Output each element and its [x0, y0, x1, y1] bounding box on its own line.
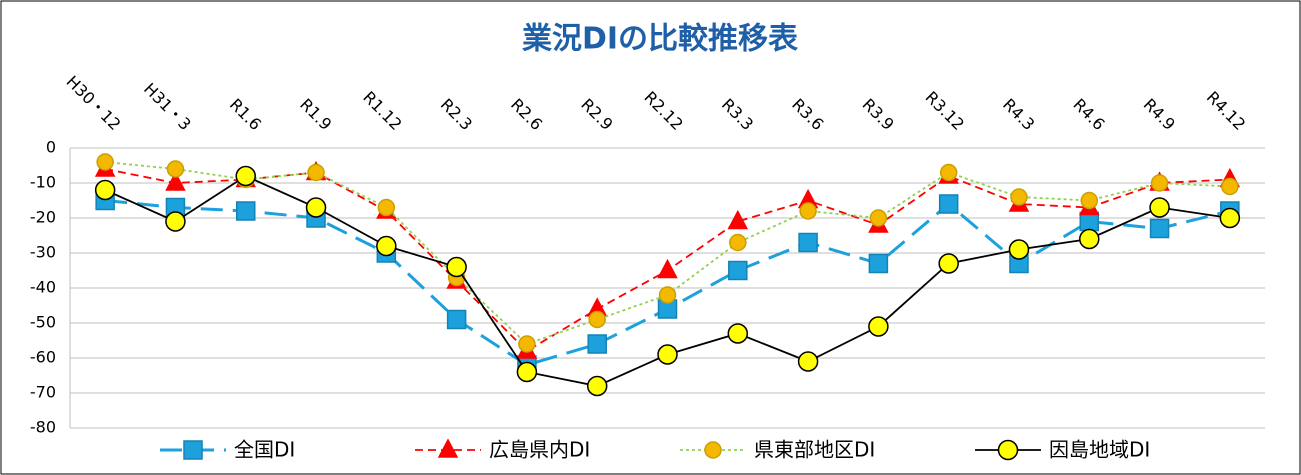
y-tick-label: -40 — [30, 278, 56, 297]
y-tick-label: -80 — [30, 418, 56, 437]
legend-label: 県東部地区DI — [754, 438, 875, 462]
marker — [1149, 218, 1170, 239]
marker — [799, 202, 817, 220]
series-line — [105, 161, 1230, 346]
y-tick-label: -30 — [30, 243, 56, 262]
marker — [307, 163, 325, 182]
marker — [376, 235, 397, 257]
marker — [1150, 174, 1169, 192]
marker — [235, 201, 256, 221]
marker — [446, 256, 467, 278]
marker — [1149, 197, 1170, 218]
y-tick-label: -50 — [30, 313, 56, 332]
legend-label: 広島県内DI — [489, 438, 590, 462]
marker — [446, 309, 467, 330]
legend-marker — [183, 440, 203, 460]
marker — [869, 209, 888, 227]
marker — [938, 253, 959, 274]
legend-label: 全国DI — [234, 438, 295, 462]
marker — [1010, 188, 1028, 206]
marker — [938, 194, 959, 214]
marker — [94, 179, 116, 201]
marker — [235, 165, 256, 187]
chart-title: 業況DIの比較推移表 — [522, 22, 798, 57]
marker — [939, 163, 958, 182]
legend-label: 因島地域DI — [1049, 438, 1150, 462]
series — [94, 165, 1241, 397]
marker — [727, 323, 749, 344]
marker — [165, 211, 186, 232]
marker — [868, 253, 889, 274]
marker — [588, 310, 606, 329]
marker — [1219, 207, 1241, 229]
legend-marker — [704, 441, 722, 459]
marker — [727, 209, 749, 230]
legend-marker — [437, 438, 459, 458]
marker — [305, 197, 327, 218]
marker — [658, 286, 677, 304]
series — [96, 153, 1239, 353]
marker — [1079, 228, 1100, 250]
marker — [377, 198, 396, 217]
y-tick-label: 0 — [46, 138, 56, 157]
marker — [657, 344, 678, 365]
marker — [797, 351, 819, 372]
marker — [728, 260, 748, 281]
marker — [868, 316, 889, 337]
marker — [657, 258, 678, 279]
y-tick-label: -70 — [30, 383, 56, 402]
marker — [798, 232, 818, 253]
marker — [165, 171, 186, 191]
marker — [586, 375, 608, 397]
marker — [518, 335, 536, 353]
marker — [1008, 239, 1030, 260]
marker — [96, 153, 114, 171]
marker — [166, 160, 185, 178]
legend-marker — [997, 439, 1019, 461]
marker — [587, 334, 607, 354]
marker — [516, 361, 538, 383]
y-tick-label: -10 — [30, 173, 56, 192]
y-tick-label: -20 — [30, 208, 56, 227]
y-tick-label: -60 — [30, 348, 56, 367]
marker — [729, 233, 747, 252]
marker — [1080, 191, 1099, 210]
marker — [1221, 177, 1239, 196]
